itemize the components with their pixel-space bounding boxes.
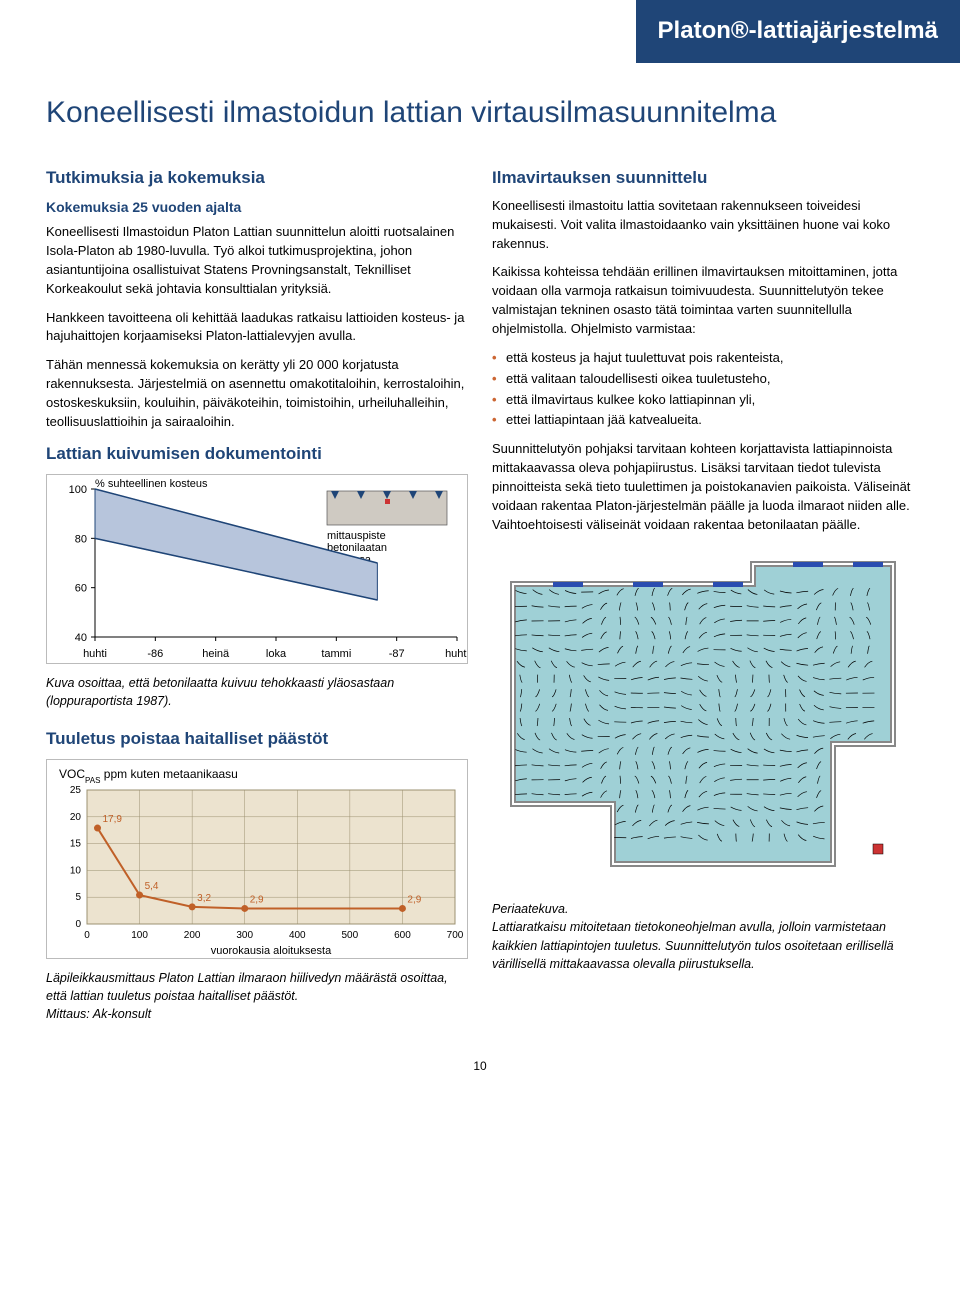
svg-text:40: 40 <box>75 632 87 644</box>
svg-text:2,9: 2,9 <box>250 895 264 906</box>
svg-text:0: 0 <box>84 930 90 941</box>
heading-experience: Kokemuksia 25 vuoden ajalta <box>46 197 468 217</box>
list-item: ettei lattiapintaan jää katvealueita. <box>492 411 914 430</box>
list-item: että ilmavirtaus kulkee koko lattiapinna… <box>492 391 914 410</box>
svg-text:% suhteellinen kosteus: % suhteellinen kosteus <box>95 478 208 490</box>
svg-text:200: 200 <box>184 930 201 941</box>
svg-text:0: 0 <box>75 919 81 930</box>
voc-caption-text: Läpileikkausmittaus Platon Lattian ilmar… <box>46 971 448 1003</box>
heading-airflow-design: Ilmavirtauksen suunnittelu <box>492 166 914 191</box>
brand-header: Platon®-lattiajärjestelmä <box>636 0 960 63</box>
svg-text:700: 700 <box>447 930 464 941</box>
svg-text:100: 100 <box>69 484 87 496</box>
svg-text:huhti: huhti <box>83 648 107 660</box>
svg-text:10: 10 <box>70 866 82 877</box>
paragraph: Kaikissa kohteissa tehdään erillinen ilm… <box>492 263 914 338</box>
svg-text:17,9: 17,9 <box>103 814 123 825</box>
chart-caption: Läpileikkausmittaus Platon Lattian ilmar… <box>46 969 468 1023</box>
svg-text:tammi: tammi <box>321 648 351 660</box>
heading-documentation: Lattian kuivumisen dokumentointi <box>46 442 468 467</box>
svg-text:25: 25 <box>70 785 82 796</box>
svg-text:60: 60 <box>75 583 87 595</box>
svg-text:5,4: 5,4 <box>145 881 159 892</box>
paragraph: Tähän mennessä kokemuksia on kerätty yli… <box>46 356 468 431</box>
page-title: Koneellisesti ilmastoidun lattian virtau… <box>0 63 960 157</box>
right-column: Ilmavirtauksen suunnittelu Koneellisesti… <box>492 156 914 1039</box>
voc-caption-source: Mittaus: Ak-konsult <box>46 1007 151 1021</box>
paragraph: Koneellisesti Ilmastoidun Platon Lattian… <box>46 223 468 298</box>
svg-text:20: 20 <box>70 812 82 823</box>
flow-caption: Periaatekuva. Lattiaratkaisu mitoitetaan… <box>492 900 914 973</box>
heading-research: Tutkimuksia ja kokemuksia <box>46 166 468 191</box>
svg-text:400: 400 <box>289 930 306 941</box>
svg-text:VOCPAS ppm kuten metaanikaasu: VOCPAS ppm kuten metaanikaasu <box>59 767 238 785</box>
paragraph: Koneellisesti ilmastoitu lattia soviteta… <box>492 197 914 254</box>
svg-text:2,9: 2,9 <box>407 895 421 906</box>
svg-text:3,2: 3,2 <box>197 893 211 904</box>
svg-text:vuorokausia aloituksesta: vuorokausia aloituksesta <box>211 945 332 957</box>
list-item: että valitaan taloudellisesti oikea tuul… <box>492 370 914 389</box>
list-item: että kosteus ja hajut tuulettuvat pois r… <box>492 349 914 368</box>
svg-text:heinä: heinä <box>202 648 230 660</box>
svg-text:-87: -87 <box>389 648 405 660</box>
chart-caption: Kuva osoittaa, että betonilaatta kuivuu … <box>46 674 468 710</box>
page-number: 10 <box>0 1058 960 1075</box>
humidity-chart: % suhteellinen kosteusmittauspistebetoni… <box>46 474 468 664</box>
svg-text:mittauspiste: mittauspiste <box>327 530 386 542</box>
paragraph: Hankkeen tavoitteena oli kehittää laaduk… <box>46 309 468 347</box>
svg-text:300: 300 <box>236 930 253 941</box>
voc-chart: VOCPAS ppm kuten metaanikaasu01002003004… <box>46 759 468 959</box>
svg-text:600: 600 <box>394 930 411 941</box>
svg-text:5: 5 <box>75 892 81 903</box>
svg-text:-86: -86 <box>147 648 163 660</box>
heading-ventilation: Tuuletus poistaa haitalliset päästöt <box>46 727 468 752</box>
svg-text:15: 15 <box>70 839 82 850</box>
svg-text:100: 100 <box>131 930 148 941</box>
flow-caption-title: Periaatekuva. <box>492 902 568 916</box>
airflow-figure <box>492 544 914 890</box>
svg-text:500: 500 <box>342 930 359 941</box>
flow-caption-text: Lattiaratkaisu mitoitetaan tietokoneohje… <box>492 920 894 970</box>
two-column-layout: Tutkimuksia ja kokemuksia Kokemuksia 25 … <box>0 156 960 1039</box>
svg-text:huhti: huhti <box>445 648 467 660</box>
svg-text:loka: loka <box>266 648 287 660</box>
paragraph: Suunnittelutyön pohjaksi tarvitaan kohte… <box>492 440 914 534</box>
svg-text:80: 80 <box>75 534 87 546</box>
left-column: Tutkimuksia ja kokemuksia Kokemuksia 25 … <box>46 156 468 1039</box>
bullet-list: että kosteus ja hajut tuulettuvat pois r… <box>492 349 914 430</box>
